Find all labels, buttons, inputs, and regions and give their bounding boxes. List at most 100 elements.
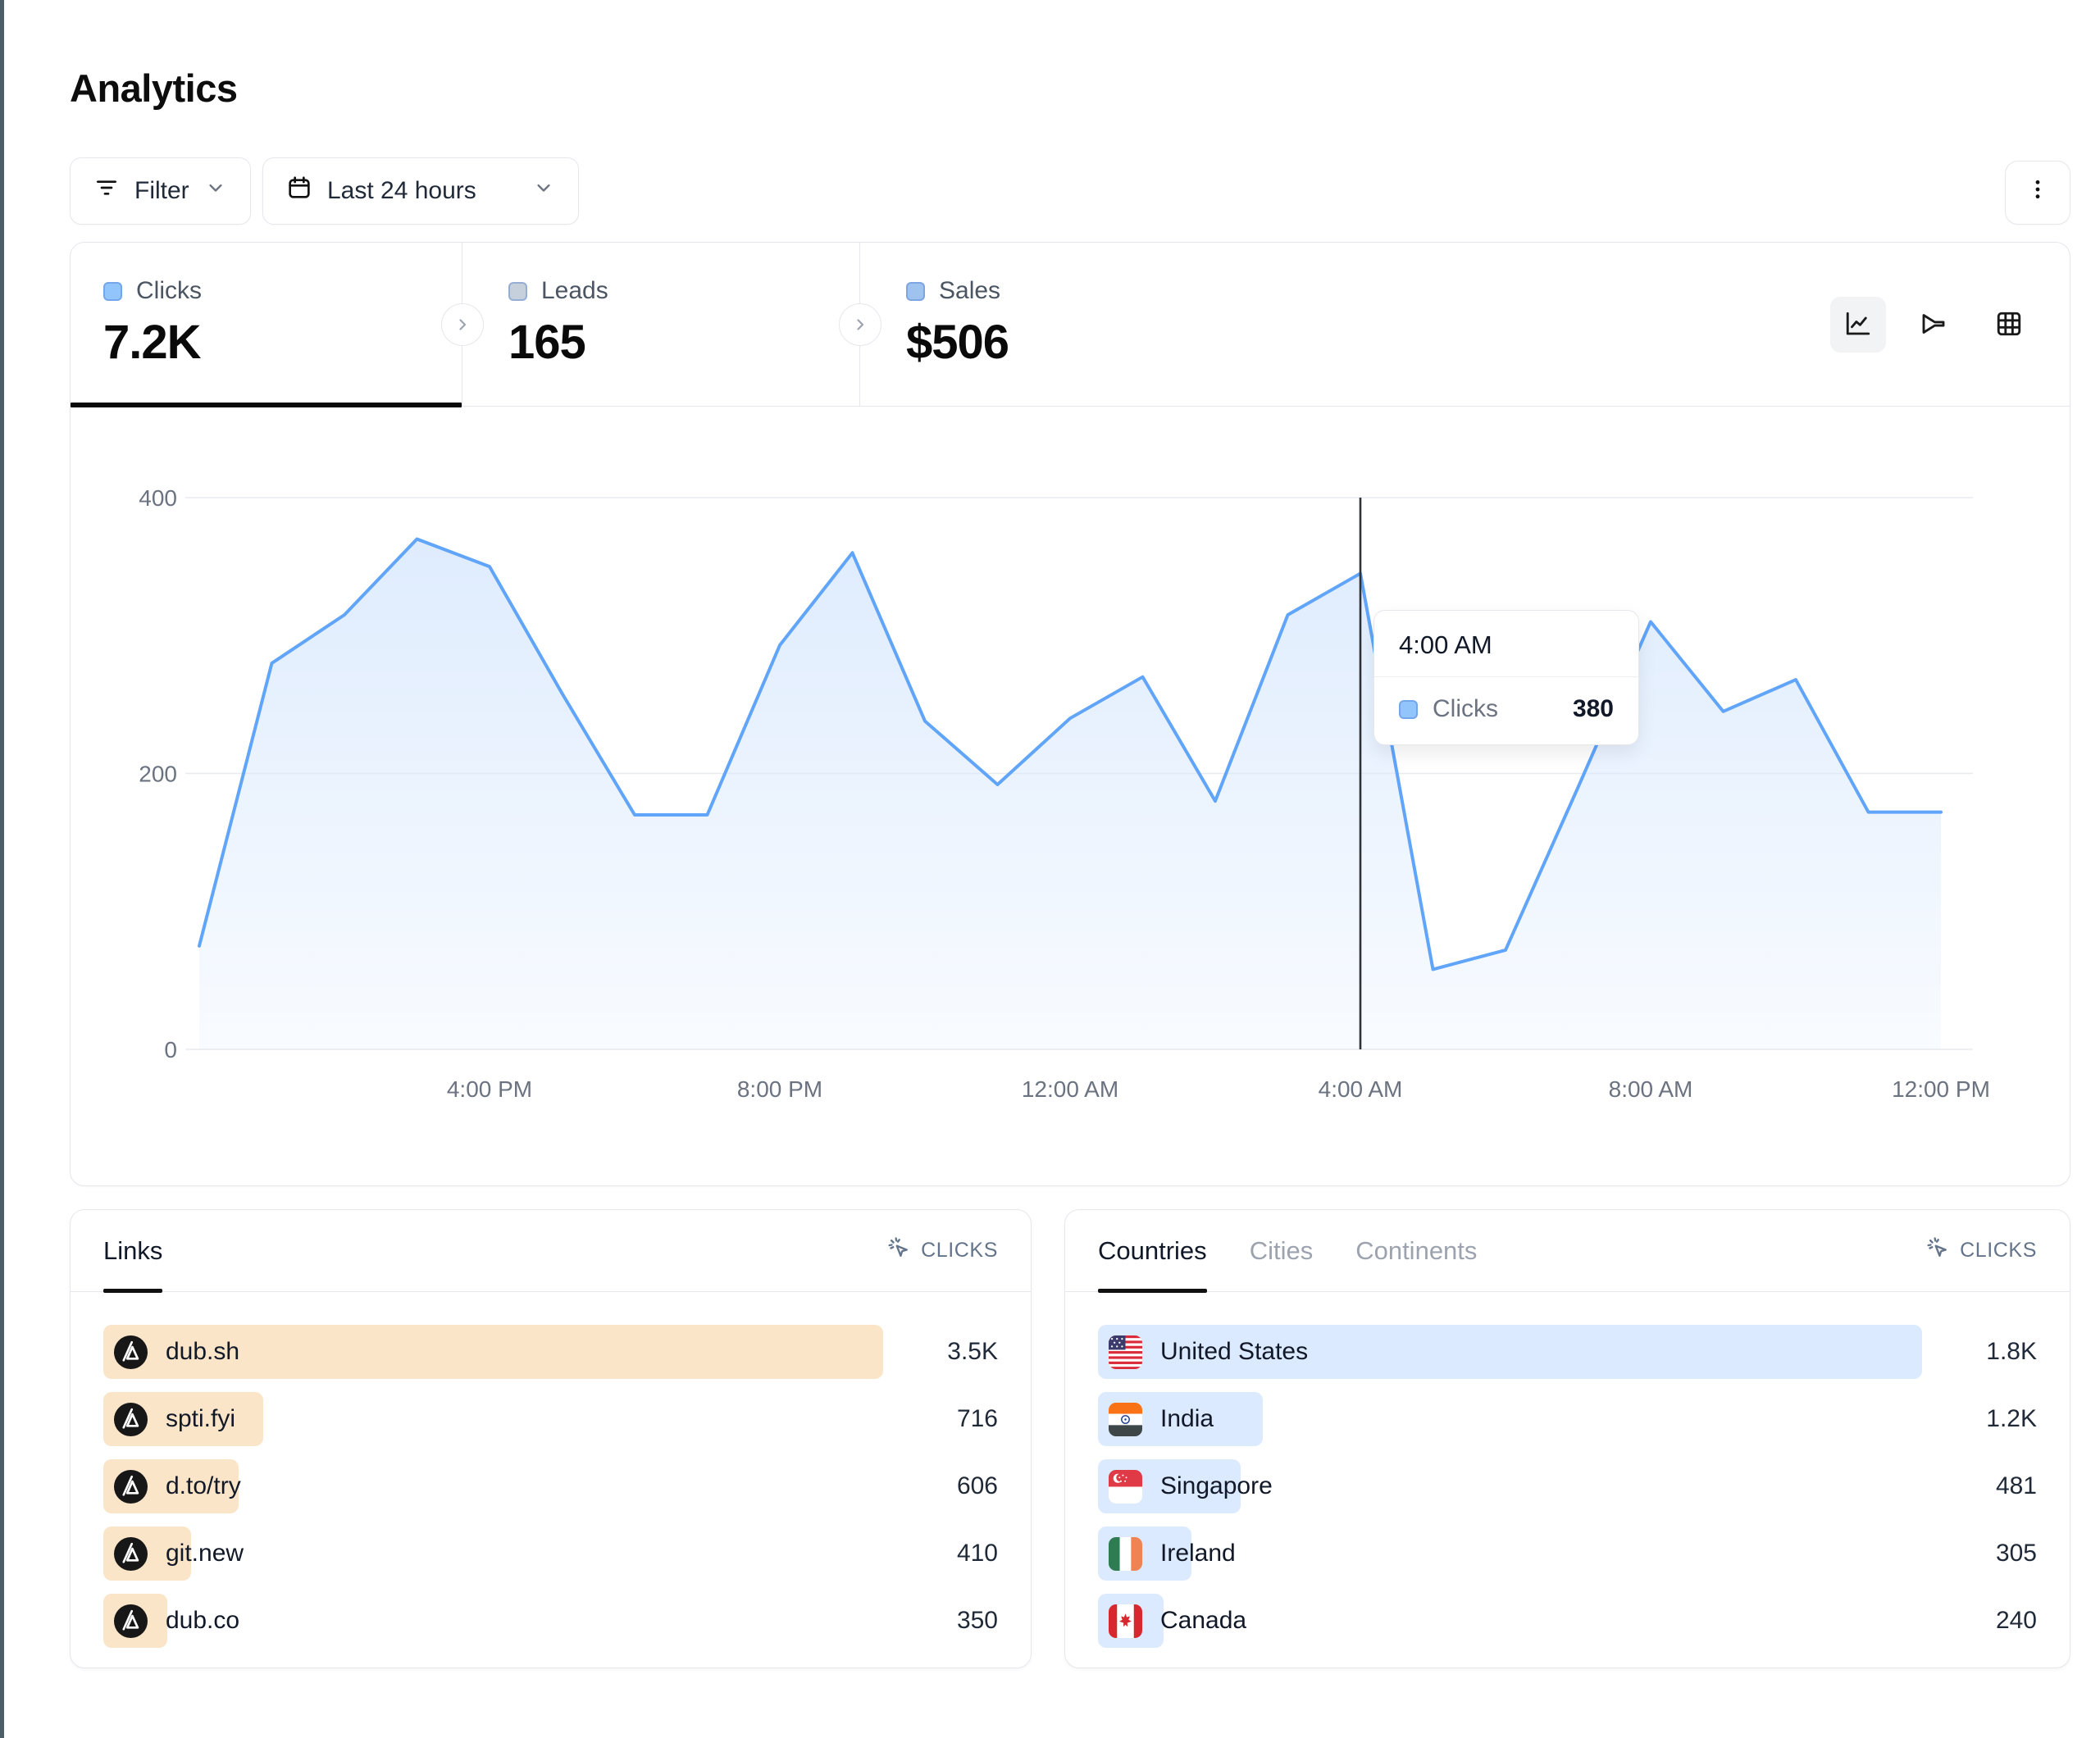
date-range-label: Last 24 hours [327,177,476,204]
row-value: 1.8K [1986,1338,2037,1365]
sales-tab-label: Sales [939,277,1001,304]
bar-track: Singapore [1098,1459,1922,1513]
list-item[interactable]: Canada 240 [1098,1594,2037,1648]
clicks-swatch-icon [103,281,122,301]
list-item[interactable]: dub.co 350 [103,1594,998,1648]
row-label: Singapore [1160,1472,1273,1499]
link-favicon-icon [114,1335,148,1369]
in-flag-icon [1109,1402,1142,1436]
x-axis-tick-label: 4:00 AM [1319,1076,1403,1102]
chevron-down-icon [532,176,555,206]
links-metric-label: CLICKS [921,1239,998,1262]
list-item[interactable]: Singapore 481 [1098,1459,2037,1513]
y-axis-tick-label: 200 [139,762,177,787]
links-list: dub.sh 3.5K spti.fyi 716 d.to/try 606 git.new 4… [71,1292,1031,1648]
leads-swatch-icon [508,281,527,301]
leads-tab-label: Leads [541,277,608,304]
ca-flag-icon [1109,1604,1142,1638]
chevron-down-icon [204,176,227,206]
row-value: 410 [956,1540,998,1567]
clicks-line [198,537,1943,971]
bar-track: United States [1098,1325,1922,1379]
list-item[interactable]: India 1.2K [1098,1392,2037,1446]
tab-clicks[interactable]: Clicks 7.2K [71,243,462,407]
clicks-swatch-icon [1399,699,1418,719]
cursor-click-icon [886,1235,911,1266]
bar-track: India [1098,1392,1922,1446]
row-label: dub.co [166,1607,240,1634]
bar-track: dub.co [103,1594,883,1648]
funnel-icon [1919,309,1948,341]
tab-continents[interactable]: Continents [1355,1235,1478,1265]
geo-panel-header: Countries Cities Continents CLICKS [1065,1210,2070,1293]
list-item[interactable]: spti.fyi 716 [103,1392,998,1446]
y-axis-tick-label: 0 [164,1037,177,1062]
ie-flag-icon [1109,1536,1142,1571]
expand-clicks-chevron[interactable] [441,303,484,346]
link-favicon-icon [114,1536,148,1571]
x-axis-tick-label: 12:00 PM [1892,1076,1990,1102]
geo-metric-toggle[interactable]: CLICKS [1925,1235,2037,1266]
filter-button-label: Filter [134,177,189,204]
us-flag-icon [1109,1335,1142,1369]
row-label: United States [1160,1338,1309,1365]
links-metric-toggle[interactable]: CLICKS [886,1235,998,1266]
link-favicon-icon [114,1402,148,1436]
row-label: spti.fyi [166,1405,236,1432]
row-value: 305 [1995,1540,2037,1567]
bar-track: spti.fyi [103,1392,883,1446]
chart-type-switcher [1830,297,2037,353]
bar-track: Ireland [1098,1526,1922,1581]
x-axis-tick-label: 8:00 PM [737,1076,822,1102]
filter-button[interactable]: Filter [70,157,251,225]
bar-track: git.new [103,1526,883,1581]
tooltip-value: 380 [1572,695,1614,722]
more-options-button[interactable] [2005,161,2070,225]
list-item[interactable]: d.to/try 606 [103,1459,998,1513]
page-title: Analytics [70,66,238,110]
bar-track: d.to/try [103,1459,883,1513]
list-item[interactable]: Ireland 305 [1098,1526,2037,1581]
list-item[interactable]: dub.sh 3.5K [103,1325,998,1379]
row-label: dub.sh [166,1338,240,1365]
geo-metric-label: CLICKS [1960,1239,2037,1262]
x-axis-tick-label: 8:00 AM [1609,1076,1693,1102]
calendar-icon [286,175,312,207]
sales-value: $506 [906,316,1009,369]
row-label: d.to/try [166,1472,241,1499]
value-bar [1098,1325,1922,1379]
list-item[interactable]: United States 1.8K [1098,1325,2037,1379]
row-value: 606 [956,1472,998,1499]
table-view-button[interactable] [1981,297,2037,353]
area-fill [199,539,1941,1049]
clicks-value: 7.2K [103,316,202,369]
chart-tooltip: 4:00 AM Clicks 380 [1373,610,1639,745]
filter-icon [93,175,120,207]
line-chart-view-button[interactable] [1830,297,1886,353]
expand-leads-chevron[interactable] [839,303,881,346]
sg-flag-icon [1109,1469,1142,1504]
row-label: git.new [166,1540,244,1567]
tab-links[interactable]: Links [103,1210,163,1293]
clicks-area-chart[interactable]: 0 200 400 4:00 PM 8:00 PM 12:00 AM 4:00 AM 8:00… [71,407,2070,1185]
x-axis-tick-label: 12:00 AM [1022,1076,1118,1102]
x-axis-tick-label: 4:00 PM [447,1076,532,1102]
tab-sales[interactable]: Sales $506 [860,243,1259,406]
tab-countries[interactable]: Countries [1098,1210,1207,1293]
tab-cities[interactable]: Cities [1249,1235,1314,1265]
grid-icon [1994,309,2024,341]
row-value: 240 [1995,1607,2037,1634]
tab-leads[interactable]: Leads 165 [462,243,860,406]
kebab-icon [2025,176,2051,209]
row-value: 481 [1995,1472,2037,1499]
row-value: 350 [956,1607,998,1634]
row-label: India [1160,1405,1214,1432]
date-range-button[interactable]: Last 24 hours [262,157,579,225]
row-label: Ireland [1160,1540,1236,1567]
links-panel: Links CLICKS dub.sh 3.5K spti.fyi 716 d.to/t… [70,1209,1032,1668]
window-edge [0,0,4,1738]
link-favicon-icon [114,1604,148,1638]
funnel-view-button[interactable] [1906,297,1961,353]
list-item[interactable]: git.new 410 [103,1526,998,1581]
